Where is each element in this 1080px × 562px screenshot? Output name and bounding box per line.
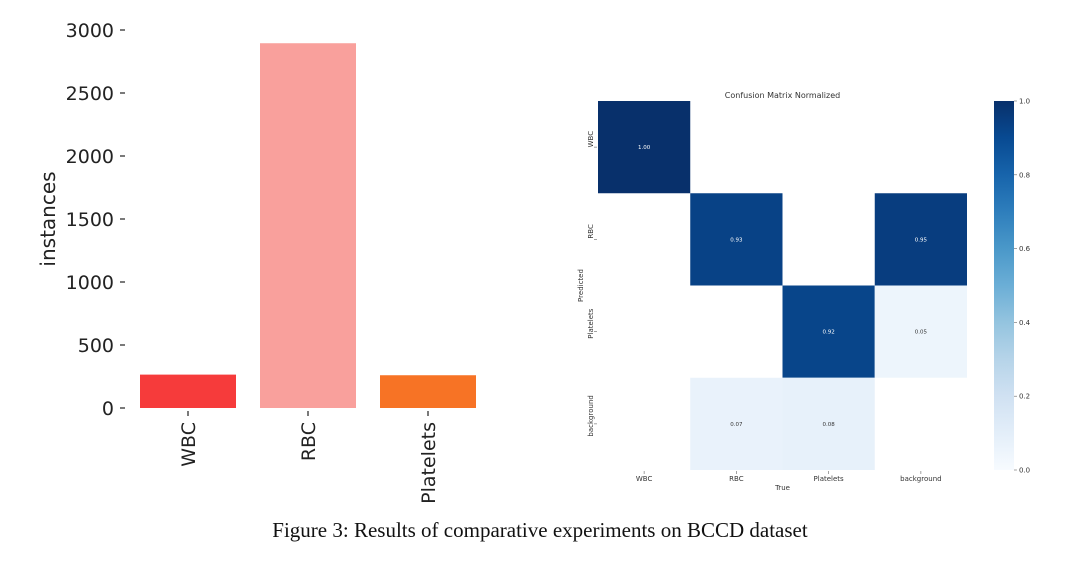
y-tick-label: 3000 [66,20,114,42]
heatmap-cell [874,285,967,378]
figure-caption: Figure 3: Results of comparative experim… [272,518,808,542]
heatmap-cell [782,377,875,470]
heatmap-cell-label: 0.93 [730,237,743,243]
bar-chart: 0 500 1000 1500 2000 2500 3000 instances WBC RBC P… [36,20,476,504]
colorbar-tick-label: 0.2 [1019,393,1030,401]
colorbar-tick-label: 0.6 [1019,245,1031,253]
bar-wbc [140,374,236,408]
x-axis-label: True [774,484,790,492]
heatmap-cell-label: 0.95 [915,237,928,243]
heatmap-cell-label: 0.07 [730,422,743,428]
x-tick-label-wbc: WBC [636,475,653,483]
y-tick-label: 1500 [66,209,114,231]
heatmap-cell [690,193,783,286]
y-tick-label-background: background [587,395,595,436]
colorbar-tick-label: 0.8 [1019,171,1030,179]
heatmap-cell-label: 0.05 [915,330,928,336]
y-tick-label: 2500 [66,83,114,105]
x-tick-label-rbc: RBC [729,475,744,483]
x-tick-label-platelets: Platelets [418,422,440,504]
x-tick-label-background: background [900,475,941,483]
heatmap-cell [690,377,783,470]
y-tick-label-wbc: WBC [587,131,595,148]
heatmap-cell-label: 0.08 [823,422,836,428]
heatmap-cell [782,285,875,378]
x-tick-label-platelets: Platelets [814,475,845,483]
x-tick-label-rbc: RBC [298,422,320,461]
heatmap-cell-label: 1.00 [638,145,651,151]
y-tick-label: 0 [102,398,114,420]
heatmap-cell-label: 0.92 [823,330,835,336]
bar-rbc [260,43,356,408]
y-tick-label: 1000 [66,272,114,294]
y-tick-label-platelets: Platelets [587,308,595,339]
confusion-matrix: Confusion Matrix Normalized 1.00 0.93 0.95 0… [577,91,967,492]
y-tick-label: 500 [78,335,114,357]
y-axis-label: instances [36,171,60,266]
heatmap-cell [598,101,691,194]
y-tick-label: 2000 [66,146,114,168]
bar-platelets [380,375,476,408]
y-axis-label: Predicted [577,269,585,302]
colorbar: 0.0 0.2 0.4 0.6 0.8 1.0 [994,98,1031,475]
heatmap-cell [874,193,967,286]
colorbar-gradient [994,101,1014,470]
colorbar-tick-label: 1.0 [1019,98,1030,106]
heatmap-title: Confusion Matrix Normalized [725,91,840,100]
y-tick-label-rbc: RBC [587,224,595,239]
x-tick-label-wbc: WBC [178,422,200,467]
colorbar-tick-label: 0.4 [1019,319,1031,327]
colorbar-tick-label: 0.0 [1019,467,1030,475]
